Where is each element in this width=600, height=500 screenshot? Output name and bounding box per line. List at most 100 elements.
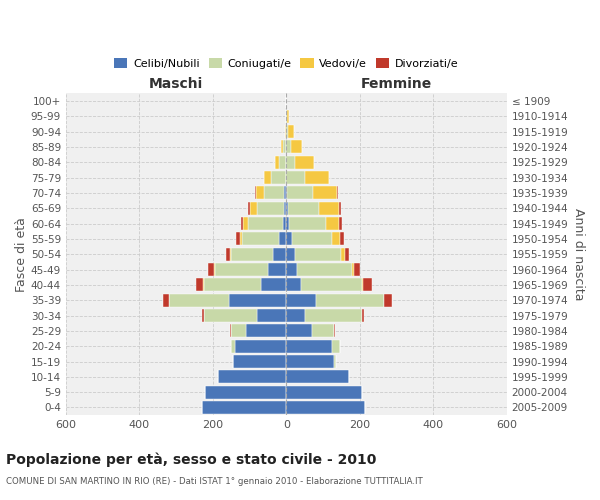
Bar (233, 355, 286, 368)
Bar (301, 278, 362, 291)
Bar (334, 324, 335, 338)
Bar (345, 248, 349, 261)
Bar (229, 294, 286, 306)
Bar (281, 140, 283, 153)
Bar (286, 248, 295, 261)
Bar (268, 263, 286, 276)
Bar (286, 110, 287, 123)
Bar (256, 186, 264, 200)
Legend: Celibi/Nubili, Coniugati/e, Vedovi/e, Divorziati/e: Celibi/Nubili, Coniugati/e, Vedovi/e, Di… (110, 54, 463, 74)
Bar (332, 232, 340, 245)
Bar (231, 248, 274, 261)
Bar (264, 171, 271, 184)
Bar (202, 401, 286, 414)
Bar (283, 217, 286, 230)
Text: Maschi: Maschi (149, 77, 203, 91)
Bar (339, 202, 341, 215)
Bar (286, 355, 334, 368)
Bar (295, 248, 341, 261)
Bar (283, 140, 286, 153)
Bar (285, 125, 286, 138)
Text: Femmine: Femmine (361, 77, 432, 91)
Bar (169, 294, 229, 306)
Bar (286, 263, 298, 276)
Bar (244, 217, 248, 230)
Y-axis label: Fasce di età: Fasce di età (15, 217, 28, 292)
Bar (203, 278, 260, 291)
Bar (332, 340, 340, 352)
Bar (230, 248, 231, 261)
Bar (334, 355, 336, 368)
Bar (275, 156, 279, 169)
Bar (274, 248, 286, 261)
Bar (196, 278, 203, 291)
Bar (163, 294, 169, 306)
Bar (298, 263, 352, 276)
Bar (208, 263, 214, 276)
Bar (326, 217, 339, 230)
Bar (316, 294, 383, 306)
Bar (354, 263, 360, 276)
Bar (286, 171, 305, 184)
Bar (286, 232, 292, 245)
Bar (339, 217, 342, 230)
Bar (246, 324, 286, 338)
Bar (337, 186, 338, 200)
Bar (289, 217, 326, 230)
Bar (250, 202, 257, 215)
Bar (288, 125, 293, 138)
Bar (363, 278, 372, 291)
Bar (305, 171, 329, 184)
Bar (341, 248, 345, 261)
Bar (286, 401, 365, 414)
Bar (286, 202, 288, 215)
Text: Popolazione per età, sesso e stato civile - 2010: Popolazione per età, sesso e stato civil… (6, 452, 376, 467)
Bar (279, 156, 286, 169)
Bar (312, 324, 334, 338)
Bar (257, 202, 284, 215)
Bar (257, 309, 286, 322)
Bar (286, 324, 312, 338)
Text: COMUNE DI SAN MARTINO IN RIO (RE) - Dati ISTAT 1° gennaio 2010 - Elaborazione TU: COMUNE DI SAN MARTINO IN RIO (RE) - Dati… (6, 478, 423, 486)
Bar (340, 232, 344, 245)
Bar (291, 140, 302, 153)
Bar (286, 217, 289, 230)
Bar (286, 309, 305, 322)
Bar (241, 232, 242, 245)
Bar (288, 202, 319, 215)
Bar (295, 156, 314, 169)
Bar (286, 386, 362, 398)
Bar (236, 232, 241, 245)
Bar (226, 248, 230, 261)
Bar (385, 294, 392, 306)
Bar (215, 263, 268, 276)
Bar (305, 309, 362, 322)
Bar (214, 263, 215, 276)
Bar (286, 294, 316, 306)
Bar (362, 278, 363, 291)
Bar (362, 309, 364, 322)
Bar (241, 217, 244, 230)
Bar (284, 186, 286, 200)
Bar (248, 202, 250, 215)
Bar (284, 202, 286, 215)
Bar (286, 370, 349, 384)
Bar (231, 340, 235, 352)
Bar (203, 309, 257, 322)
Bar (235, 340, 286, 352)
Bar (286, 125, 288, 138)
Y-axis label: Anni di nascita: Anni di nascita (572, 208, 585, 300)
Bar (319, 202, 339, 215)
Bar (286, 186, 287, 200)
Bar (287, 186, 313, 200)
Bar (264, 186, 284, 200)
Bar (352, 263, 354, 276)
Bar (271, 171, 286, 184)
Bar (286, 140, 291, 153)
Bar (205, 386, 286, 398)
Bar (202, 309, 203, 322)
Bar (286, 278, 301, 291)
Bar (383, 294, 385, 306)
Bar (260, 278, 286, 291)
Bar (242, 232, 279, 245)
